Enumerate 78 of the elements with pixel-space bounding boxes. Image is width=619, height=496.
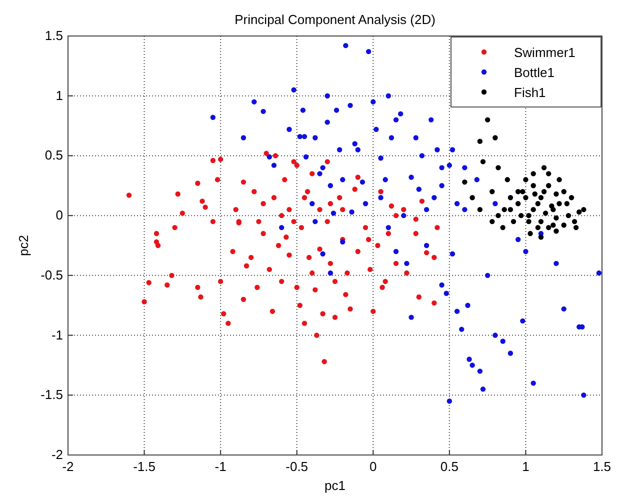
- point: [538, 234, 544, 240]
- point: [546, 183, 552, 188]
- point: [566, 212, 572, 218]
- point: [523, 177, 528, 182]
- point: [568, 195, 574, 200]
- point: [572, 218, 578, 224]
- point: [490, 189, 495, 194]
- point: [462, 179, 468, 185]
- point: [581, 206, 586, 212]
- point: [564, 201, 570, 206]
- point: [541, 165, 547, 170]
- y-tick-label: -2: [51, 447, 63, 462]
- x-tick-label: -1: [214, 459, 226, 474]
- x-axis-title: pc1: [324, 478, 346, 493]
- point: [554, 215, 559, 221]
- point: [532, 191, 538, 197]
- y-tick-label: 0: [56, 208, 63, 223]
- point: [554, 228, 559, 234]
- point: [546, 224, 552, 230]
- point: [477, 206, 483, 212]
- y-tick-label: -0.5: [40, 267, 63, 282]
- point: [504, 177, 510, 182]
- point: [528, 230, 533, 236]
- x-tick-label: -1.5: [133, 459, 156, 474]
- point: [500, 224, 506, 230]
- point: [510, 218, 516, 224]
- point: [561, 189, 566, 194]
- y-tick-label: 1: [56, 88, 63, 103]
- point: [470, 195, 475, 200]
- point: [535, 224, 541, 230]
- point: [508, 206, 514, 212]
- legend-label: Bottle1: [514, 65, 554, 80]
- legend-label: Swimmer1: [514, 45, 576, 60]
- point: [496, 165, 501, 170]
- point: [554, 191, 559, 197]
- point: [515, 201, 521, 206]
- point: [576, 209, 582, 215]
- point: [538, 195, 544, 200]
- point: [530, 183, 536, 188]
- point: [508, 195, 514, 200]
- x-tick-label: 1: [522, 459, 530, 474]
- y-tick-label: -1.5: [40, 387, 63, 402]
- legend-label: Fish1: [514, 85, 546, 100]
- chart-title: Principal Component Analysis (2D): [234, 12, 436, 27]
- point: [496, 212, 501, 218]
- point: [538, 218, 544, 224]
- point: [526, 218, 532, 224]
- point: [477, 138, 483, 144]
- point: [502, 206, 507, 212]
- point: [490, 218, 495, 224]
- point: [484, 117, 490, 122]
- point: [541, 189, 547, 194]
- x-tick-label: 0: [370, 459, 377, 474]
- x-tick-label: -0.5: [286, 459, 308, 474]
- point: [530, 171, 536, 176]
- point: [526, 212, 532, 218]
- point: [535, 201, 541, 206]
- point: [573, 224, 579, 230]
- point: [550, 222, 556, 228]
- point: [520, 189, 526, 194]
- point: [561, 222, 566, 228]
- point: [530, 206, 536, 212]
- point: [549, 203, 554, 209]
- point: [556, 201, 562, 206]
- x-tick-label: 1.5: [592, 459, 612, 474]
- y-axis-title: pc2: [16, 235, 31, 256]
- point: [556, 177, 562, 182]
- x-tick-label: 0.5: [440, 459, 458, 474]
- point: [542, 210, 548, 216]
- y-tick-label: -1: [51, 327, 63, 342]
- point: [480, 159, 486, 164]
- point: [546, 171, 552, 176]
- y-tick-label: 1.5: [44, 28, 63, 43]
- y-tick-label: 0.5: [44, 148, 63, 163]
- point: [518, 212, 524, 218]
- point: [515, 189, 521, 194]
- point: [523, 195, 528, 200]
- point: [492, 135, 498, 140]
